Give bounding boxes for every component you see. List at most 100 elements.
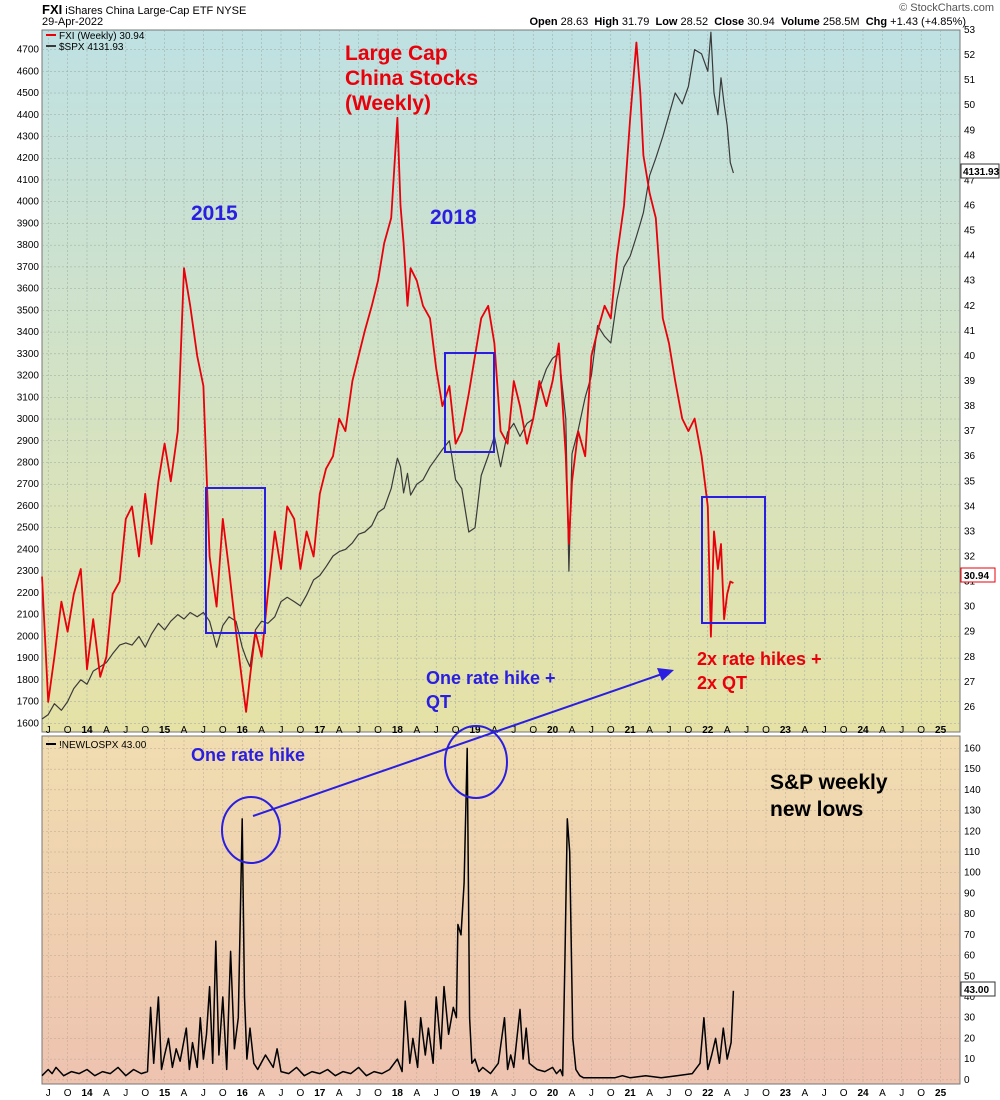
- right-tick-label: 44: [964, 251, 976, 262]
- x-tick-label: A: [336, 725, 343, 736]
- left-tick-label: 1800: [17, 675, 40, 686]
- box-2022: [701, 496, 766, 624]
- fxi-line: [41, 41, 734, 713]
- left-tick-label: 2100: [17, 610, 40, 621]
- left-tick-label: 4600: [17, 66, 40, 77]
- bottom-right-tick-label: 80: [964, 909, 976, 920]
- new-lows-line-1: S&P weekly: [770, 771, 888, 794]
- label-2015: 2015: [191, 202, 238, 225]
- x-tick-label: O: [607, 725, 615, 736]
- x-tick-label: A: [879, 725, 886, 736]
- left-tick-label: 2400: [17, 544, 40, 555]
- right-tick-label: 39: [964, 376, 976, 387]
- x-tick-label: 25: [935, 725, 947, 736]
- left-tick-label: 3200: [17, 371, 40, 382]
- x-tick-label: O: [685, 725, 693, 736]
- rate-hikes-line-1: 2x rate hikes +: [697, 649, 822, 669]
- bottom-right-tick-label: 20: [964, 1033, 976, 1044]
- x-tick-label: 21: [625, 725, 637, 736]
- title-line-3: (Weekly): [345, 92, 431, 115]
- open-value: 28.63: [560, 16, 589, 28]
- right-tick-label: 43: [964, 276, 976, 287]
- x-tick-label: A: [336, 1088, 343, 1099]
- bottom-gridlines: [42, 736, 960, 1084]
- x-tick-label: 15: [159, 1088, 171, 1099]
- right-tick-label: 49: [964, 125, 976, 136]
- x-tick-label: 18: [392, 725, 404, 736]
- title-line-1: Large Cap: [345, 42, 448, 65]
- right-tick-label: 34: [964, 501, 976, 512]
- x-tick-label: O: [917, 725, 925, 736]
- circle-2019-newlows: [444, 725, 508, 799]
- left-tick-label: 2200: [17, 588, 40, 599]
- x-tick-label: J: [822, 1088, 827, 1099]
- bottom-right-tick-label: 120: [964, 826, 981, 837]
- right-tick-label: 40: [964, 351, 976, 362]
- x-tick-label: O: [529, 725, 537, 736]
- x-tick-label: O: [219, 1088, 227, 1099]
- right-tick-label: 32: [964, 552, 976, 563]
- bottom-panel-background: [41, 735, 961, 1085]
- x-tick-label: O: [840, 1088, 848, 1099]
- left-tick-label: 3500: [17, 305, 40, 316]
- x-tick-label: J: [511, 1088, 516, 1099]
- x-tick-label: J: [822, 725, 827, 736]
- x-tick-label: 22: [702, 725, 714, 736]
- left-tick-label: 3300: [17, 349, 40, 360]
- new-lows-annotation: S&P weekly new lows: [770, 771, 888, 821]
- right-tick-label: 38: [964, 401, 976, 412]
- x-tick-label: A: [258, 725, 265, 736]
- left-tick-label: 2700: [17, 479, 40, 490]
- left-tick-label: 1600: [17, 718, 40, 729]
- bottom-right-tick-label: 130: [964, 806, 981, 817]
- x-tick-label: J: [589, 725, 594, 736]
- right-tick-label: 52: [964, 50, 976, 61]
- new-lows-line-2: new lows: [770, 798, 863, 821]
- bottom-right-tick-label: 140: [964, 785, 981, 796]
- right-tick-label: 51: [964, 75, 976, 86]
- bottom-right-tick-label: 30: [964, 1013, 976, 1024]
- rate-hikes-line-2: 2x QT: [697, 673, 747, 693]
- left-tick-label: 3700: [17, 262, 40, 273]
- box-2018: [444, 352, 495, 453]
- right-tick-label: 30: [964, 602, 976, 613]
- open-label: Open: [529, 16, 558, 28]
- x-tick-label: 20: [547, 725, 559, 736]
- left-tick-label: 2300: [17, 566, 40, 577]
- bottom-right-tick-label: 100: [964, 868, 981, 879]
- x-tick-label: O: [219, 725, 227, 736]
- fxi-last-tag: 30.94: [960, 567, 996, 583]
- x-tick-label: J: [434, 725, 439, 736]
- chg-value: +1.43 (+4.85%): [890, 16, 966, 28]
- right-tick-label: 26: [964, 702, 976, 713]
- x-tick-label: A: [646, 725, 653, 736]
- ticker-exchange: NYSE: [216, 5, 247, 17]
- left-tick-label: 2800: [17, 458, 40, 469]
- top-x-axis: J O 14 A J O 15 A J O 16 A J O 17 A J O 18 A J O 19 A J O 20 A J O 21 A…: [46, 725, 947, 736]
- x-tick-label: J: [356, 1088, 361, 1099]
- x-tick-label: 17: [314, 725, 326, 736]
- x-tick-label: 25: [935, 1088, 947, 1099]
- bottom-right-tick-label: 150: [964, 764, 981, 775]
- x-tick-label: O: [452, 725, 460, 736]
- one-hike-qt-line-2: QT: [426, 692, 451, 712]
- x-tick-label: A: [569, 1088, 576, 1099]
- x-tick-label: O: [452, 1088, 460, 1099]
- right-tick-label: 41: [964, 326, 976, 337]
- x-tick-label: 16: [237, 725, 249, 736]
- right-tick-label: 36: [964, 451, 976, 462]
- x-tick-label: A: [724, 1088, 731, 1099]
- bottom-right-tick-label: 60: [964, 951, 976, 962]
- high-label: High: [594, 16, 619, 28]
- x-tick-label: J: [123, 1088, 128, 1099]
- x-tick-label: J: [279, 1088, 284, 1099]
- newlows-last-value: 43.00: [964, 985, 989, 996]
- x-tick-label: O: [529, 1088, 537, 1099]
- left-tick-label: 2000: [17, 631, 40, 642]
- x-tick-label: 20: [547, 1088, 559, 1099]
- left-tick-label: 3900: [17, 218, 40, 229]
- bottom-right-tick-label: 10: [964, 1054, 976, 1065]
- top-legend: FXI (Weekly) 30.94 $SPX 4131.93: [46, 31, 145, 53]
- x-tick-label: A: [569, 725, 576, 736]
- left-tick-label: 3100: [17, 392, 40, 403]
